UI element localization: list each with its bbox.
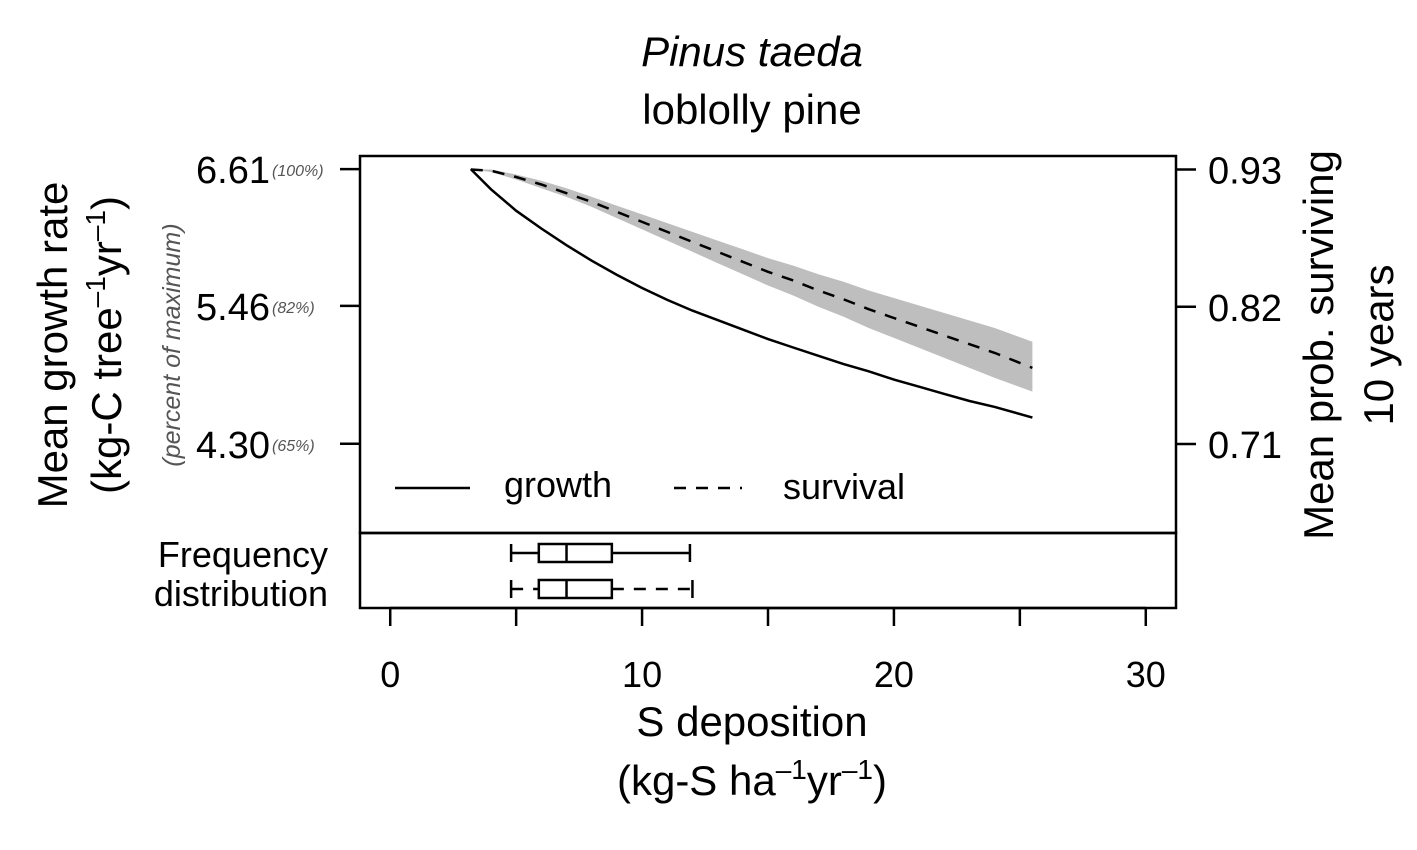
y-axis-left-title: Mean growth rate <box>29 182 76 509</box>
y-left-tick-label: 4.30 <box>196 425 270 467</box>
y-right-tick-label: 0.71 <box>1208 425 1282 467</box>
y-axis-left-note: (percent of maximum) <box>158 223 186 466</box>
legend-survival-label: survival <box>783 466 905 507</box>
x-tick-label: 30 <box>1126 654 1166 695</box>
survival-box <box>537 578 614 600</box>
growth-box <box>537 542 614 564</box>
growth-line <box>469 168 1033 419</box>
chart-title: Pinus taeda <box>641 28 863 75</box>
y-axis-right-title-line2: 10 years <box>1355 264 1402 425</box>
y-left-tick-percent: (82%) <box>272 300 315 317</box>
frequency-label-line2: distribution <box>154 573 328 614</box>
x-axis-title: S deposition <box>636 698 867 745</box>
frequency-panel-frame <box>358 531 1178 610</box>
survival-confidence-band <box>470 169 1033 392</box>
y-left-tick-percent: (100%) <box>272 163 324 180</box>
y-left-tick-label: 5.46 <box>196 287 270 329</box>
y-axis-right-title: Mean prob. surviving <box>1295 150 1342 540</box>
x-tick-label: 0 <box>380 654 400 695</box>
y-right-tick-label: 0.93 <box>1208 150 1282 192</box>
frequency-label-line1: Frequency <box>158 534 328 575</box>
y-axis-left-units: (kg-C tree–1yr–1) <box>80 196 130 494</box>
y-right-tick-label: 0.82 <box>1208 288 1282 330</box>
x-tick-label: 10 <box>622 654 662 695</box>
chart-subtitle: loblolly pine <box>642 86 861 133</box>
x-tick-label: 20 <box>874 654 914 695</box>
plot-frame <box>358 154 1178 535</box>
x-axis-units: (kg-S ha–1yr–1) <box>617 754 887 804</box>
survival-line <box>470 168 1033 370</box>
y-left-tick-label: 6.61 <box>196 150 270 192</box>
y-left-tick-percent: (65%) <box>272 438 315 455</box>
legend-growth-label: growth <box>504 464 612 505</box>
legend: growth survival <box>395 464 905 507</box>
